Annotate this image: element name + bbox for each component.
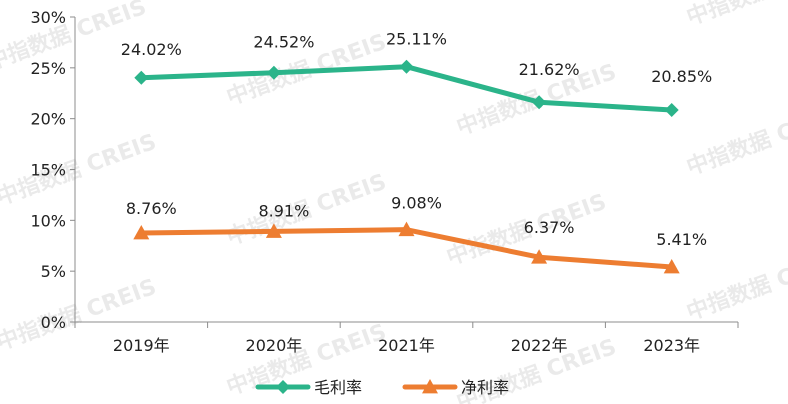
data-point-marker: [663, 258, 680, 274]
x-tick-label: 2023年: [643, 336, 700, 355]
data-labels: 24.02% 24.52% 25.11% 21.62% 20.85% 8.76% 8.91%…: [121, 30, 712, 249]
y-tick-label: 30%: [30, 8, 66, 27]
data-label: 5.41%: [656, 230, 707, 249]
legend-label: 毛利率: [314, 378, 362, 397]
data-point-marker: [133, 224, 150, 240]
x-tick-label: 2022年: [511, 336, 568, 355]
data-point-marker: [532, 95, 547, 110]
y-tick-label: 10%: [30, 211, 66, 230]
data-point-marker: [399, 59, 414, 74]
data-point-marker: [664, 103, 679, 118]
x-tick-label: 2019年: [113, 336, 170, 355]
data-label: 25.11%: [386, 30, 447, 49]
data-point-marker: [134, 70, 149, 85]
legend-label: 净利率: [461, 378, 509, 397]
data-point-marker: [266, 65, 281, 80]
legend-marker-swatch: [422, 379, 438, 394]
watermark-text: 中指数据 CREIS: [683, 99, 788, 181]
y-tick-label: 0%: [41, 313, 66, 332]
legend-marker-swatch: [276, 380, 290, 394]
watermark-text: 中指数据 CREIS: [683, 0, 788, 31]
series-layer: [133, 59, 680, 274]
data-label: 8.76%: [126, 199, 177, 218]
data-label: 24.52%: [253, 33, 314, 52]
data-label: 9.08%: [391, 194, 442, 213]
x-tick-label: 2021年: [378, 336, 435, 355]
data-label: 24.02%: [121, 40, 182, 59]
x-tick-label: 2020年: [246, 336, 303, 355]
data-label: 8.91%: [258, 201, 309, 220]
data-label: 6.37%: [524, 218, 575, 237]
axes: 0% 5% 10% 15% 20% 25% 30% 2019年 2020年 2021年 2022年 2…: [30, 8, 739, 355]
data-point-marker: [265, 223, 282, 238]
data-label: 20.85%: [651, 67, 712, 86]
data-label: 21.62%: [519, 60, 580, 79]
y-tick-label: 5%: [41, 262, 66, 281]
data-point-marker: [398, 221, 415, 237]
data-point-marker: [531, 249, 548, 264]
y-tick-label: 25%: [30, 59, 66, 78]
y-tick-label: 15%: [30, 161, 66, 180]
watermark-text: 中指数据 CREIS: [683, 244, 788, 326]
y-tick-label: 20%: [30, 110, 66, 129]
legend: 毛利率 净利率: [255, 378, 509, 397]
